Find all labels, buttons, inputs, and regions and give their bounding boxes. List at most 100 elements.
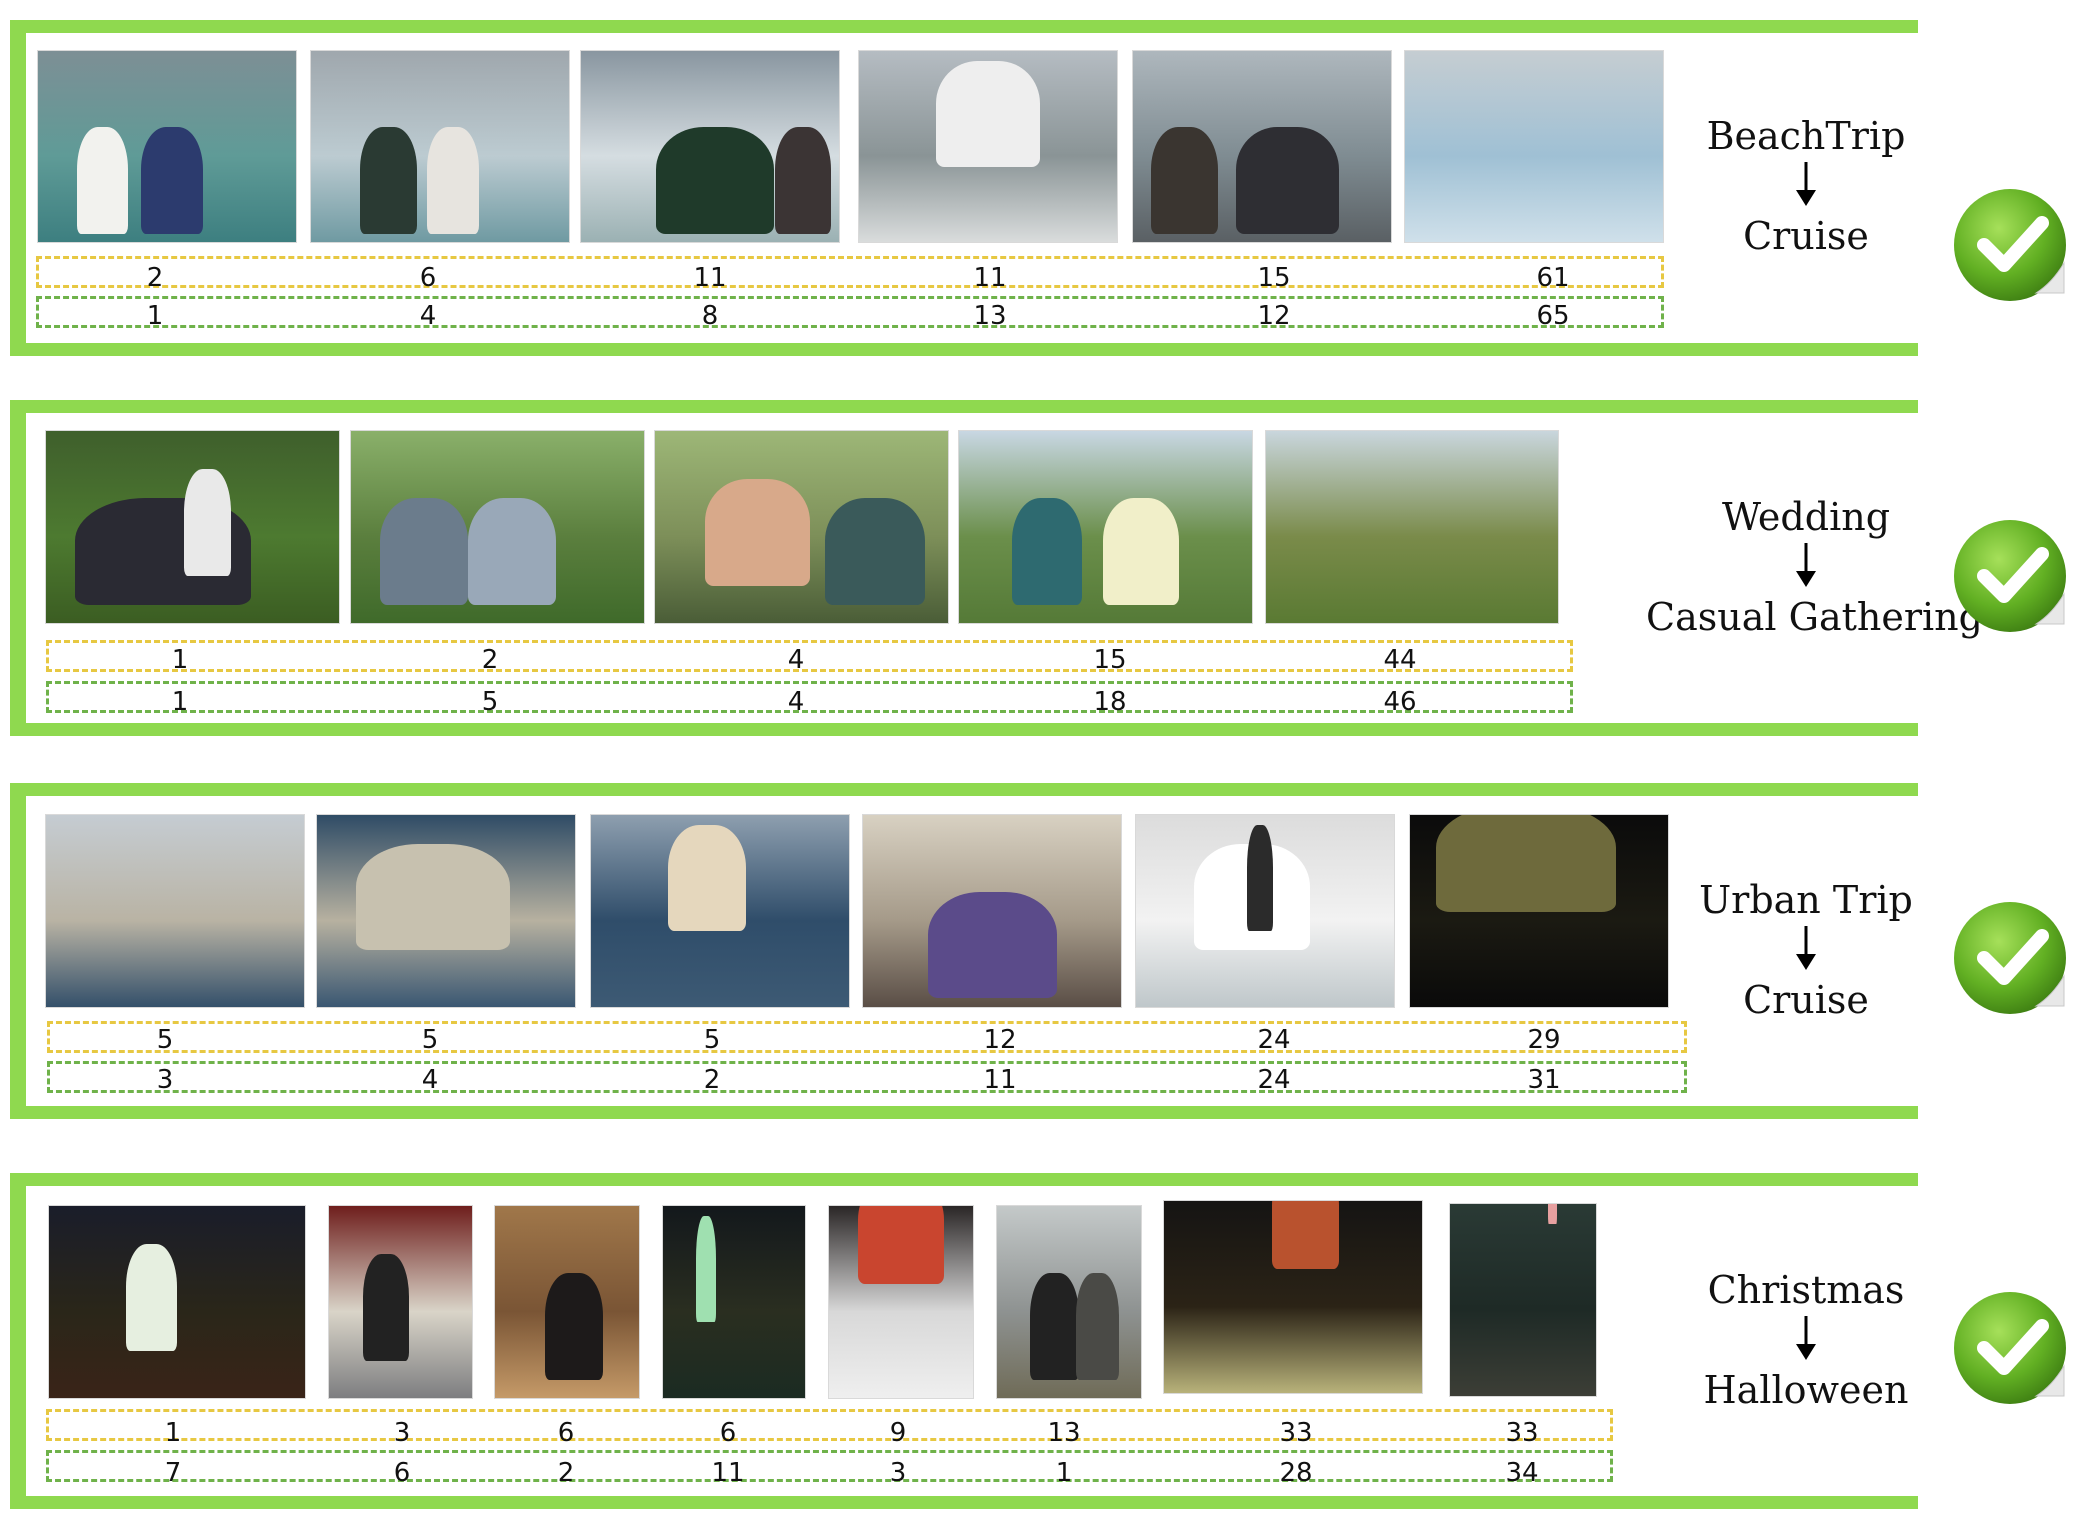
event-from-label: BeachTrip xyxy=(1706,114,1906,158)
predicted-rank: 12 xyxy=(983,1025,1017,1055)
predicted-rank: 2 xyxy=(146,263,164,293)
predicted-rank: 6 xyxy=(557,1418,575,1448)
true-rank: 13 xyxy=(973,301,1007,331)
true-rank: 34 xyxy=(1505,1458,1539,1488)
photo-glacier-couple xyxy=(37,50,297,243)
photo-woman-kitchen xyxy=(494,1205,640,1399)
predicted-rank: 24 xyxy=(1257,1025,1291,1055)
true-rank: 5 xyxy=(481,687,499,717)
photo-figure xyxy=(1076,1273,1120,1380)
predicted-rank-row xyxy=(46,1409,1613,1441)
predicted-rank: 33 xyxy=(1279,1418,1313,1448)
photo-two-women-closeup xyxy=(654,430,949,624)
photo-cat-in-sink xyxy=(1135,814,1395,1008)
photo-skeleton-costume xyxy=(328,1205,473,1399)
photo-couple-costumes xyxy=(996,1205,1142,1399)
predicted-rank-row xyxy=(36,256,1664,288)
arrow-down-icon xyxy=(1646,1313,1966,1367)
event-transition: BeachTrip Cruise xyxy=(1646,113,1966,259)
photo-figure xyxy=(1236,127,1340,234)
photo-deck-crowd xyxy=(1132,50,1392,243)
photo-group-on-grass xyxy=(45,430,340,624)
photo-glacier-couple-2 xyxy=(310,50,570,243)
photo-figure xyxy=(545,1273,603,1380)
photo-figure xyxy=(668,824,746,932)
photo-yard-decor-night xyxy=(662,1205,806,1399)
photo-figure xyxy=(824,498,925,605)
event-transition: Urban Trip Cruise xyxy=(1646,877,1966,1023)
arrow-down-icon xyxy=(1646,159,1966,213)
photo-women-on-lawn xyxy=(958,430,1253,624)
true-rank: 8 xyxy=(701,301,719,331)
predicted-rank: 1 xyxy=(164,1418,182,1448)
true-rank-row xyxy=(36,296,1664,328)
predicted-rank: 9 xyxy=(889,1418,907,1448)
predicted-rank: 29 xyxy=(1527,1025,1561,1055)
photo-figure xyxy=(76,127,129,234)
true-rank: 11 xyxy=(711,1458,745,1488)
event-to-label: Cruise xyxy=(1743,978,1869,1022)
true-rank: 1 xyxy=(146,301,164,331)
true-rank: 18 xyxy=(1093,687,1127,717)
predicted-rank: 6 xyxy=(719,1418,737,1448)
true-rank: 3 xyxy=(156,1065,174,1095)
predicted-rank: 3 xyxy=(393,1418,411,1448)
predicted-rank: 4 xyxy=(787,645,805,675)
event-transition: Wedding Casual Gathering xyxy=(1646,494,1983,640)
photo-figure xyxy=(857,1206,945,1284)
check-badge-icon xyxy=(1952,516,2070,634)
photo-candy-bowl xyxy=(828,1205,974,1399)
photo-figure xyxy=(1151,127,1219,234)
photo-woman-sunglasses xyxy=(580,50,840,243)
arrow-down-icon xyxy=(1646,540,1966,594)
predicted-rank: 44 xyxy=(1383,645,1417,675)
photo-figure xyxy=(125,1244,177,1352)
photo-figure xyxy=(1547,1204,1557,1225)
predicted-rank: 15 xyxy=(1257,263,1291,293)
true-rank: 28 xyxy=(1279,1458,1313,1488)
photo-dark-tree-lights xyxy=(1449,1203,1597,1397)
photo-figure xyxy=(1435,815,1617,913)
event-to-label: Halloween xyxy=(1703,1368,1909,1412)
true-rank: 4 xyxy=(421,1065,439,1095)
photo-cruise-ship-deck xyxy=(858,50,1118,243)
event-from-label: Christmas xyxy=(1707,1268,1905,1312)
predicted-rank: 1 xyxy=(171,645,189,675)
predicted-rank: 5 xyxy=(421,1025,439,1055)
true-rank: 4 xyxy=(787,687,805,717)
photo-glacier-ice xyxy=(1404,50,1664,243)
true-rank-row xyxy=(46,681,1573,713)
predicted-rank: 61 xyxy=(1536,263,1570,293)
predicted-rank: 5 xyxy=(156,1025,174,1055)
photo-figure xyxy=(936,60,1040,167)
true-rank: 7 xyxy=(164,1458,182,1488)
check-badge-icon xyxy=(1952,1288,2070,1406)
predicted-rank: 6 xyxy=(419,263,437,293)
true-rank: 1 xyxy=(1055,1458,1073,1488)
photo-figure xyxy=(360,127,417,234)
photo-harbor-building xyxy=(590,814,850,1008)
photo-figure xyxy=(695,1215,716,1323)
photo-figure xyxy=(774,127,832,234)
predicted-rank-row xyxy=(47,1021,1687,1053)
predicted-rank: 11 xyxy=(693,263,727,293)
photo-ghost-yard xyxy=(48,1205,306,1399)
event-from-label: Wedding xyxy=(1721,495,1891,539)
true-rank: 46 xyxy=(1383,687,1417,717)
event-to-label: Casual Gathering xyxy=(1646,595,1983,639)
event-panel xyxy=(10,783,1918,1119)
photo-figure xyxy=(655,127,775,234)
photo-figure xyxy=(704,479,811,586)
true-rank: 11 xyxy=(983,1065,1017,1095)
photo-pier-lighthouse xyxy=(316,814,576,1008)
photo-figure xyxy=(363,1254,410,1361)
event-panel xyxy=(10,400,1918,736)
photo-figure xyxy=(141,127,204,234)
arrow-down-icon xyxy=(1646,923,1966,977)
photo-figure xyxy=(355,843,511,951)
photo-harbor-town xyxy=(45,814,305,1008)
event-panel xyxy=(10,1173,1918,1509)
true-rank: 2 xyxy=(703,1065,721,1095)
predicted-rank: 5 xyxy=(703,1025,721,1055)
predicted-rank: 15 xyxy=(1093,645,1127,675)
